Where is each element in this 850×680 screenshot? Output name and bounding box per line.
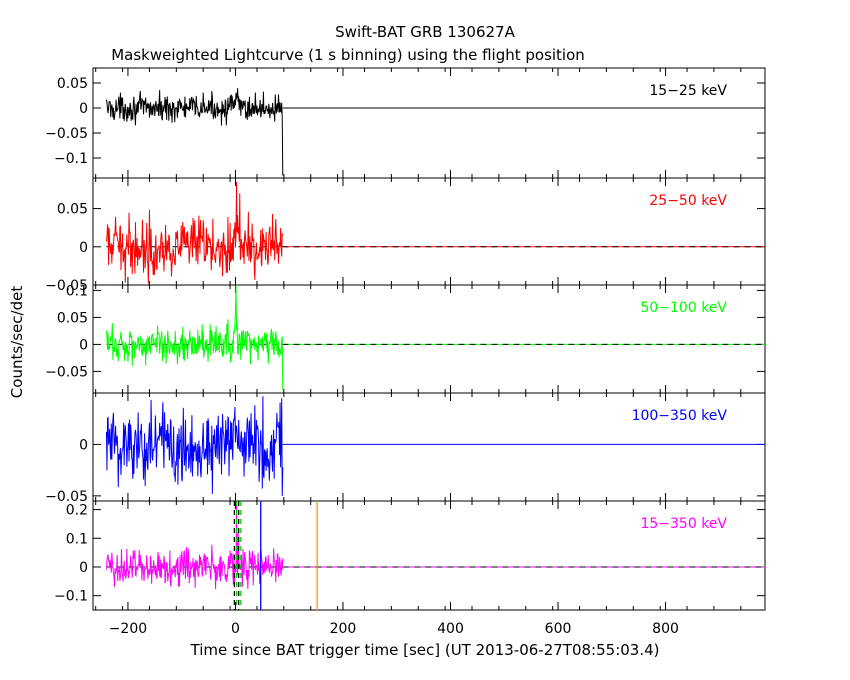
panel-1: −0.1 −0.05 0 0.05 15−25 keV bbox=[45, 67, 766, 179]
y-tick-label: −0.05 bbox=[45, 126, 88, 142]
panels-group: −0.1 −0.05 0 0.05 15−25 keV −0.05 0 0.05 25−50 k… bbox=[45, 67, 766, 637]
chart-title: Swift-BAT GRB 130627A bbox=[335, 23, 515, 41]
x-axis-label: Time since BAT trigger time [sec] (UT 20… bbox=[190, 641, 660, 659]
x-tick-label: 0 bbox=[231, 621, 240, 637]
panel-4: −0.05 0 100−350 keV bbox=[45, 392, 766, 505]
lightcurve-series bbox=[105, 396, 284, 496]
band-label: 25−50 keV bbox=[649, 193, 727, 209]
band-label: 15−350 keV bbox=[640, 516, 727, 532]
y-tick-label: 0.1 bbox=[66, 283, 88, 299]
band-label: 15−25 keV bbox=[649, 83, 727, 99]
y-tick-label: −0.05 bbox=[45, 489, 88, 505]
lightcurve-series bbox=[105, 285, 284, 391]
panel-5: −0.1 0 0.1 0.2 15−350 keV bbox=[54, 500, 766, 611]
x-tick-label: −200 bbox=[109, 621, 147, 637]
band-label: 50−100 keV bbox=[640, 300, 727, 316]
y-tick-label: 0 bbox=[79, 101, 88, 117]
y-tick-label: 0 bbox=[79, 437, 88, 453]
panel-3: −0.05 0 0.05 0.1 50−100 keV bbox=[45, 283, 766, 394]
y-tick-label: 0.05 bbox=[57, 310, 88, 326]
y-tick-label: 0.1 bbox=[66, 531, 88, 547]
y-tick-label: 0 bbox=[79, 337, 88, 353]
y-tick-label: −0.05 bbox=[45, 278, 88, 294]
y-tick-label: 0.05 bbox=[57, 202, 88, 218]
y-tick-label: 0.05 bbox=[57, 76, 88, 92]
panel-2: −0.05 0 0.05 25−50 keV bbox=[45, 177, 766, 294]
y-tick-label: −0.1 bbox=[54, 589, 88, 605]
lightcurve-series bbox=[105, 88, 284, 176]
x-tick-label: 600 bbox=[545, 621, 572, 637]
y-axis-label: Counts/sec/det bbox=[8, 286, 26, 399]
band-label: 100−350 keV bbox=[632, 408, 728, 424]
lightcurve-series bbox=[105, 503, 284, 590]
x-tick-label: 400 bbox=[437, 621, 464, 637]
x-tick-label: 200 bbox=[330, 621, 357, 637]
panel-frame bbox=[92, 500, 766, 611]
y-tick-label: −0.05 bbox=[45, 364, 88, 380]
lightcurve-series bbox=[105, 181, 284, 284]
y-tick-label: 0.2 bbox=[66, 503, 88, 519]
y-tick-label: 0 bbox=[79, 240, 88, 256]
y-tick-label: −0.1 bbox=[54, 151, 88, 167]
y-tick-label: 0 bbox=[79, 560, 88, 576]
x-tick-label: 800 bbox=[652, 621, 679, 637]
chart-subtitle: Maskweighted Lightcurve (1 s binning) us… bbox=[111, 46, 585, 64]
